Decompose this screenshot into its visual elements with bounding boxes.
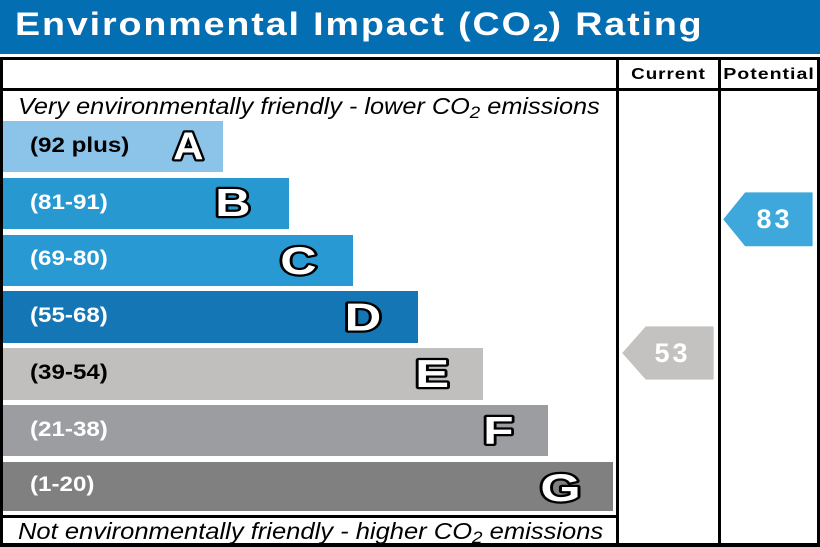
svg-text:D: D <box>345 295 382 339</box>
svg-text:83: 83 <box>756 204 792 234</box>
svg-text:B: B <box>215 182 250 225</box>
svg-text:53: 53 <box>654 338 690 368</box>
svg-text:F: F <box>483 410 513 453</box>
svg-text:A: A <box>173 124 203 168</box>
svg-text:E: E <box>415 352 449 396</box>
svg-text:G: G <box>540 465 580 509</box>
svg-text:C: C <box>280 238 316 282</box>
